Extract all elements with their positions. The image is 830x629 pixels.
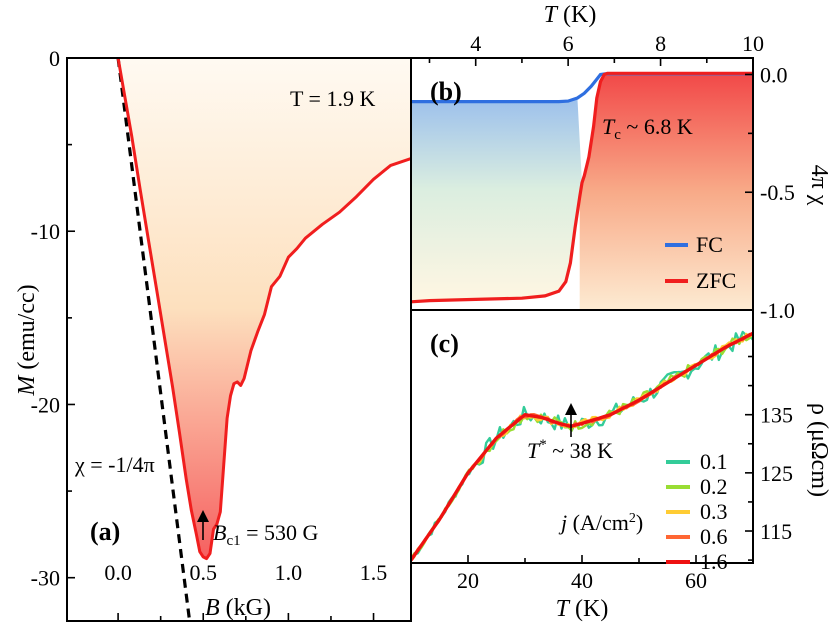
legend-label-0-3: 0.3 — [700, 499, 728, 524]
slope-line — [116, 58, 192, 621]
panel-c-ytick-label: 125 — [760, 461, 793, 486]
panel-c-xtick-label: 60 — [685, 568, 707, 593]
panel-a: 0.0 0.5 1.0 1.5 0 -10 -20 -30 M (emu/cc) B (kG)… — [14, 46, 412, 622]
panel-c-frame — [410, 309, 754, 564]
panel-b-fill-left — [411, 98, 582, 302]
panel-c: 20 40 60 115 125 135 T (K) ρ (μΩcm) (c) T* ~ … — [410, 309, 830, 622]
panel-b-fill-right — [579, 73, 753, 310]
tc-symbol: T — [602, 114, 616, 139]
panel-b: 4 6 8 10 0.0 -0.5 -1.0 T (K) 4π χ (b) Tc ~ 6.8… — [410, 2, 830, 323]
bc1-symbol: B — [213, 520, 226, 545]
panel-c-ticks: 20 40 60 115 125 135 — [410, 355, 793, 593]
legend-zfc-label: ZFC — [696, 268, 736, 293]
legend-fc-label: FC — [696, 232, 723, 257]
panel-c-legend: 0.10.20.30.61.6 — [666, 449, 728, 574]
panel-a-xtick-label: 1.0 — [275, 560, 303, 585]
panel-b-label: (b) — [430, 77, 462, 106]
panel-a-xtick-label: 1.5 — [360, 560, 388, 585]
panel-b-legend: FC ZFC — [665, 232, 736, 293]
resistivity-series-1-6 — [411, 331, 753, 562]
bc1-annotation: Bc1 = 530 G — [197, 510, 319, 549]
legend-title: j (A/cm2) — [558, 510, 643, 535]
panel-c-ytick-label: 135 — [760, 403, 793, 428]
panel-a-ytick-label: -10 — [31, 219, 60, 244]
panel-a-ytick-label: 0 — [49, 46, 60, 71]
panel-c-ytick-label: 115 — [760, 519, 792, 544]
tc-annotation: Tc ~ 6.8 K — [602, 114, 693, 143]
zfc-curve — [411, 71, 753, 304]
tstar-symbol: T — [527, 438, 541, 463]
panel-a-xlabel: B (kG) — [205, 595, 271, 621]
bc1-subscript: c1 — [226, 533, 240, 549]
panel-b-xtick-label: 10 — [742, 31, 764, 56]
panel-b-ytick-label: 0.0 — [760, 62, 788, 87]
tc-subscript: c — [614, 127, 621, 143]
legend-label-0-6: 0.6 — [700, 524, 728, 549]
panel-b-ytick-label: -1.0 — [760, 298, 795, 323]
panel-c-label: (c) — [430, 329, 459, 358]
temperature-annotation: T = 1.9 K — [290, 86, 375, 111]
panel-c-xtick-label: 40 — [571, 568, 593, 593]
legend-label-0-1: 0.1 — [700, 449, 728, 474]
panel-b-ytick-label: -0.5 — [760, 180, 795, 205]
panel-a-ylabel: M (emu/cc) — [14, 284, 40, 396]
panel-b-xtick-label: 6 — [563, 31, 574, 56]
svg-text:T* ~ 38 K: T* ~ 38 K — [527, 437, 613, 463]
tstar-value: ~ 38 K — [547, 438, 613, 463]
panel-b-xlabel: T (K) — [544, 2, 597, 28]
panel-a-label: (a) — [90, 517, 120, 546]
svg-text:Bc1 = 530 G: Bc1 = 530 G — [213, 520, 319, 549]
panel-c-xlabel: T (K) — [556, 596, 609, 622]
legend-label-1-6: 1.6 — [700, 549, 728, 574]
panel-b-xtick-label: 8 — [655, 31, 666, 56]
panel-a-ytick-label: -20 — [31, 392, 60, 417]
panel-c-xtick-label: 20 — [457, 568, 479, 593]
resistivity-curves — [411, 330, 753, 562]
magnetization-curve — [116, 58, 411, 561]
legend-label-0-2: 0.2 — [700, 474, 728, 499]
panel-a-xtick-label: 0.0 — [104, 560, 132, 585]
panel-b-ylabel: 4π χ — [806, 165, 830, 206]
panel-a-ytick-label: -30 — [31, 566, 60, 591]
tc-value: ~ 6.8 K — [621, 114, 693, 139]
panel-a-xtick-label: 0.5 — [189, 560, 217, 585]
tstar-annotation: T* ~ 38 K — [527, 403, 613, 463]
panel-c-ylabel: ρ (μΩcm) — [806, 403, 830, 497]
slope-annotation: χ = -1/4π — [74, 452, 155, 477]
panel-b-xtick-label: 4 — [470, 31, 481, 56]
bc1-value: = 530 G — [241, 520, 319, 545]
tstar-superscript: * — [539, 437, 547, 453]
